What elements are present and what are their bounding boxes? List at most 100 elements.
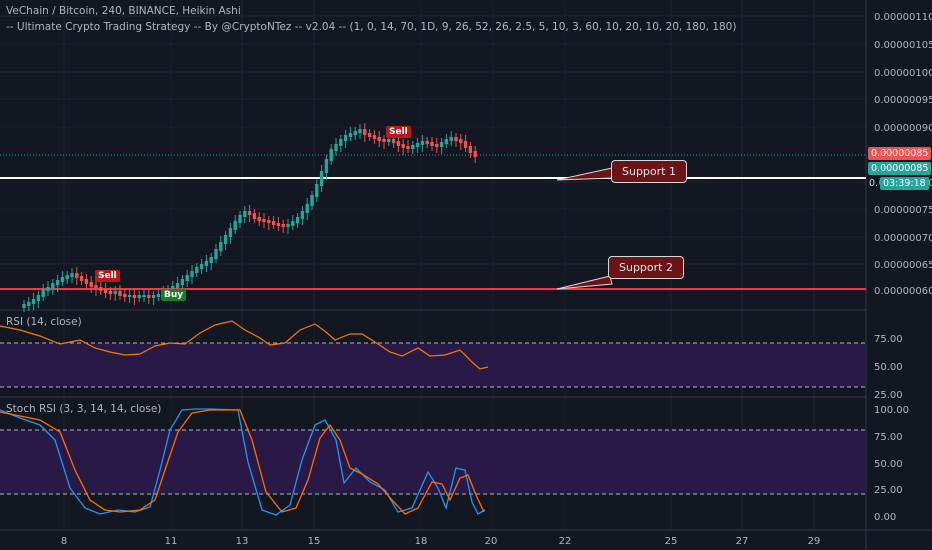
candle-body — [435, 144, 439, 147]
candle-body — [223, 235, 228, 244]
candles[interactable] — [22, 123, 477, 312]
time-tick-label: 18 — [415, 536, 428, 547]
candle-body — [156, 294, 161, 297]
candle-body — [257, 217, 261, 221]
stoch-tick-label: 100.00 — [874, 405, 909, 416]
candle-body — [430, 142, 434, 146]
candle-body — [406, 146, 410, 149]
candle-body — [295, 217, 300, 223]
candle-body — [459, 139, 463, 143]
chart-title: VeChain / Bitcoin, 240, BINANCE, Heikin … — [6, 5, 241, 17]
current-price-tag: 0.00000085 — [868, 162, 932, 175]
candle-body — [137, 295, 141, 298]
candle-body — [382, 139, 386, 142]
candle-body — [363, 129, 367, 135]
rsi-tick-label: 75.00 — [874, 334, 903, 345]
candle-body — [334, 144, 338, 151]
candle-body — [425, 141, 429, 144]
time-tick-label: 27 — [736, 536, 749, 547]
candle-body — [31, 299, 36, 304]
candle-body — [281, 224, 285, 227]
stoch-tick-label: 0.00 — [874, 512, 896, 523]
buy-signal: Buy — [161, 289, 187, 301]
price-tick-label: 0.00000105 — [874, 40, 932, 51]
candle-body — [180, 279, 185, 285]
candle-body — [387, 139, 391, 142]
candle-body — [420, 141, 425, 145]
support-2-callout[interactable]: Support 2 — [608, 256, 684, 279]
candle-body — [247, 211, 252, 215]
price-tick-label: 0.00000100 — [874, 68, 932, 79]
candle-body — [449, 137, 453, 141]
indicator-legend[interactable]: -- Ultimate Crypto Trading Strategy -- B… — [6, 21, 737, 33]
price-tick-label: 0.00000095 — [874, 95, 932, 106]
candle-body — [118, 291, 122, 296]
candle-body — [286, 224, 290, 227]
candle-body — [252, 213, 257, 219]
support-1-callout[interactable]: Support 1 — [611, 160, 687, 183]
candle-body — [348, 133, 353, 137]
candle-body — [473, 151, 477, 157]
candle-body — [103, 289, 108, 293]
candle-body — [22, 304, 26, 308]
candle-body — [228, 228, 233, 237]
candle-body — [353, 131, 357, 135]
stoch-tick-label: 50.00 — [874, 459, 903, 470]
stoch-d-line[interactable] — [0, 409, 485, 515]
candle-body — [454, 137, 458, 141]
candle-body — [391, 139, 396, 143]
bar-countdown-tag: 03:39:18 — [880, 177, 929, 190]
candle-body — [99, 287, 103, 291]
candle-body — [84, 279, 89, 284]
candle-body — [46, 287, 50, 291]
rsi-tick-label: 50.00 — [874, 362, 903, 373]
candle-body — [214, 249, 218, 259]
candle-body — [324, 159, 329, 173]
last-price-tag: 0.00000085 — [868, 147, 932, 160]
candle-body — [339, 139, 343, 146]
time-tick-label: 11 — [165, 536, 178, 547]
candle-body — [51, 283, 55, 289]
candle-body — [367, 133, 372, 137]
candle-body — [276, 223, 281, 226]
time-tick-label: 15 — [308, 536, 321, 547]
candle-body — [70, 273, 74, 277]
stoch-tick-label: 25.00 — [874, 485, 903, 496]
rsi-title[interactable]: RSI (14, close) — [6, 316, 82, 328]
candle-body — [123, 294, 127, 297]
price-tag-partial: 0. — [868, 177, 880, 190]
candle-body — [468, 146, 473, 153]
candle-body — [142, 295, 146, 297]
candle-body — [113, 291, 117, 294]
grid-lines — [0, 0, 866, 530]
candle-body — [147, 295, 151, 298]
candle-body — [300, 211, 305, 219]
candle-body — [305, 204, 309, 213]
candle-body — [243, 211, 247, 217]
candle-body — [190, 271, 194, 277]
candle-body — [233, 221, 237, 230]
time-tick-label: 20 — [485, 536, 498, 547]
candle-body — [377, 137, 381, 141]
candle-body — [319, 171, 324, 186]
price-tick-label: 0.00000090 — [874, 123, 932, 134]
rsi-line[interactable] — [0, 320, 489, 370]
candle-body — [55, 280, 60, 285]
candle-body — [396, 141, 401, 146]
time-tick-label: 13 — [236, 536, 249, 547]
stoch-k-line[interactable] — [0, 408, 486, 516]
stoch-rsi-title[interactable]: Stoch RSI (3, 3, 14, 14, close) — [6, 403, 162, 415]
candle-body — [463, 141, 468, 148]
time-axis[interactable]: 8 11 13 15 18 20 22 25 27 29 — [61, 536, 821, 547]
candle-body — [65, 275, 69, 279]
candle-body — [60, 277, 65, 282]
candle-body — [291, 221, 295, 226]
sell-signal: Sell — [95, 270, 120, 282]
candle-body — [209, 257, 213, 263]
candle-body — [262, 219, 266, 222]
candle-body — [89, 282, 93, 287]
candle-body — [343, 135, 348, 141]
price-tick-label: 0.00000110 — [874, 12, 932, 23]
candle-body — [171, 286, 175, 291]
